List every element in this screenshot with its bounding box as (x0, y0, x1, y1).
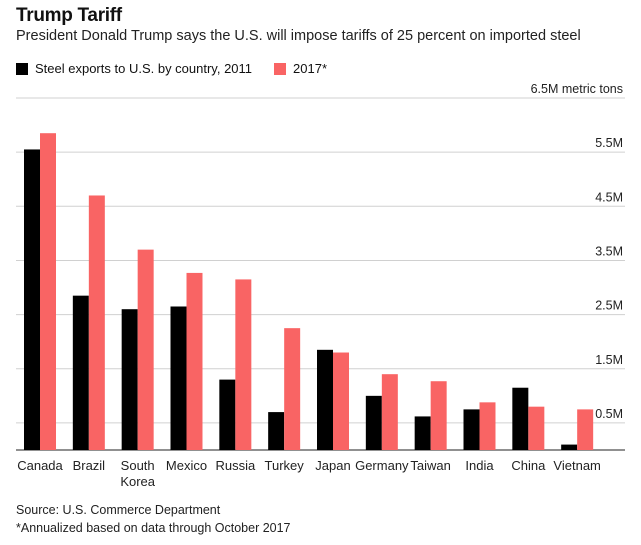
bar-2011-india (463, 409, 480, 450)
x-tick-label: Brazil (73, 458, 106, 473)
source-note: Source: U.S. Commerce Department (16, 503, 221, 517)
bar-2011-vietnam (561, 444, 578, 450)
bar-2017-russia (235, 279, 252, 450)
bar-2017-china (528, 406, 545, 450)
legend-swatch-2017 (274, 62, 287, 75)
legend-label-2017: 2017* (293, 61, 328, 76)
legend-item-2011: Steel exports to U.S. by country, 2011 (16, 61, 252, 76)
x-tick-label: Russia (215, 458, 256, 473)
bar-2011-china (512, 387, 529, 450)
bar-2017-taiwan (430, 381, 447, 450)
chart-subtitle: President Donald Trump says the U.S. wil… (16, 28, 581, 44)
bar-2017-canada (40, 133, 56, 450)
y-tick-label: 5.5M (595, 136, 623, 150)
legend-swatch-2011 (16, 62, 28, 75)
bar-2011-germany (365, 395, 382, 450)
bar-2011-taiwan (414, 416, 431, 450)
bar-2017-germany (381, 374, 398, 450)
x-tick-label: India (465, 458, 494, 473)
bar-2011-russia (219, 379, 236, 450)
y-tick-label: 0.5M (595, 407, 623, 421)
bar-2017-mexico (186, 272, 203, 450)
bar-2017-south-korea (137, 249, 154, 450)
bar-2011-turkey (268, 412, 285, 450)
x-tick-label: South (121, 458, 155, 473)
y-tick-label: 3.5M (595, 244, 623, 258)
x-tick-label: Germany (355, 458, 409, 473)
x-tick-label: Canada (17, 458, 63, 473)
bar-2017-japan (333, 352, 349, 450)
x-tick-label: China (511, 458, 546, 473)
bar-2017-vietnam (577, 409, 594, 450)
bar-2011-brazil (72, 295, 89, 450)
bar-2017-india (479, 402, 496, 450)
bar-2011-mexico (170, 306, 187, 450)
y-tick-label: 4.5M (595, 190, 623, 204)
x-tick-label: Vietnam (553, 458, 600, 473)
bar-2011-japan (317, 349, 333, 450)
y-tick-label: 1.5M (595, 353, 623, 367)
legend-label-2011: Steel exports to U.S. by country, 2011 (35, 61, 253, 76)
bar-2017-turkey (284, 328, 301, 450)
x-tick-label: Taiwan (410, 458, 450, 473)
y-tick-label: 6.5M metric tons (531, 82, 623, 96)
x-tick-label: Korea (120, 474, 155, 489)
bar-2011-south-korea (121, 309, 138, 450)
bar-2017-brazil (88, 195, 105, 450)
x-tick-label: Mexico (166, 458, 207, 473)
x-tick-label: Turkey (265, 458, 305, 473)
y-tick-label: 2.5M (595, 299, 623, 313)
chart-title: Trump Tariff (16, 5, 122, 26)
legend: Steel exports to U.S. by country, 2011 2… (16, 61, 349, 76)
x-tick-label: Japan (315, 458, 350, 473)
annualized-note: *Annualized based on data through Octobe… (16, 521, 291, 535)
legend-item-2017: 2017* (274, 61, 327, 76)
bar-2011-canada (24, 149, 40, 450)
